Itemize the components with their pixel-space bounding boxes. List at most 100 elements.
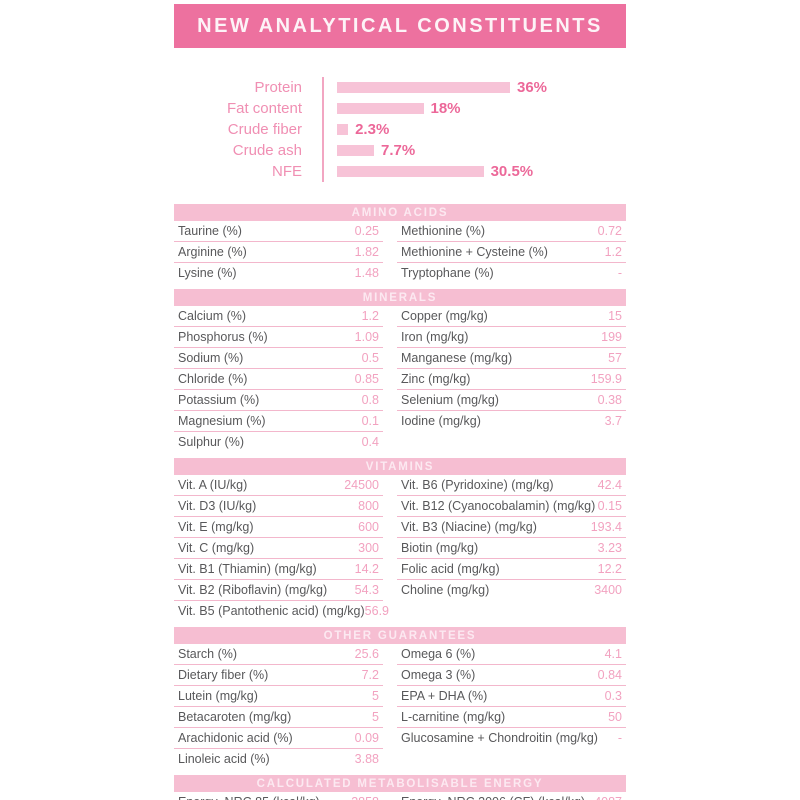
table-row: Lutein (mg/kg) 5 xyxy=(174,686,383,707)
chart-row: Protein 36% xyxy=(174,77,626,98)
table-row: Vit. E (mg/kg) 600 xyxy=(174,517,383,538)
row-label: Vit. B6 (Pyridoxine) (mg/kg) xyxy=(401,478,554,492)
row-label: Iron (mg/kg) xyxy=(401,330,469,344)
row-value: 25.6 xyxy=(354,647,379,661)
row-label: Methionine (%) xyxy=(401,224,486,238)
section-title: AMINO ACIDS xyxy=(351,206,449,219)
table-column-right: Energy_NRC 2006 (CF) (kcal/kg) 4087 xyxy=(397,792,626,800)
row-label: Calcium (%) xyxy=(178,309,247,323)
row-value: 800 xyxy=(358,499,379,513)
section-title: CALCULATED METABOLISABLE ENERGY xyxy=(256,777,544,790)
row-label: Omega 6 (%) xyxy=(401,647,476,661)
row-value: 0.85 xyxy=(354,372,379,386)
table-row: Iron (mg/kg) 199 xyxy=(397,327,626,348)
row-value: 4087 xyxy=(594,795,622,800)
table-column-left: Starch (%) 25.6 Dietary fiber (%) 7.2 Lutein… xyxy=(174,644,383,769)
chart-bar xyxy=(337,124,349,135)
section-columns: Energy_NRC 85 (kcal/kg) 3858 Energy_NRC 20… xyxy=(174,792,626,800)
row-label: Choline (mg/kg) xyxy=(401,583,490,597)
chart-value-label: 7.7% xyxy=(381,142,416,159)
section-header-band: OTHER GUARANTEES xyxy=(174,627,626,644)
chart-category-label: NFE xyxy=(272,163,302,180)
chart-bar-area: 7.7% xyxy=(322,140,415,161)
table-row: Biotin (mg/kg) 3.23 xyxy=(397,538,626,559)
chart-value-label: 2.3% xyxy=(355,121,390,138)
table-row: Energy_NRC 85 (kcal/kg) 3858 xyxy=(174,792,383,800)
chart-value-label: 36% xyxy=(517,79,548,96)
row-value: 0.09 xyxy=(354,731,379,745)
row-label: Taurine (%) xyxy=(178,224,242,238)
row-value: 0.84 xyxy=(597,668,622,682)
row-value: 1.2 xyxy=(361,309,379,323)
row-label: Linoleic acid (%) xyxy=(178,752,270,766)
table-row: Energy_NRC 2006 (CF) (kcal/kg) 4087 xyxy=(397,792,626,800)
row-label: Arachidonic acid (%) xyxy=(178,731,293,745)
table-row: Vit. C (mg/kg) 300 xyxy=(174,538,383,559)
chart-bar xyxy=(337,103,424,114)
table-row: Manganese (mg/kg) 57 xyxy=(397,348,626,369)
table-row: Glucosamine + Chondroitin (mg/kg) - xyxy=(397,728,626,748)
table-row: Iodine (mg/kg) 3.7 xyxy=(397,411,626,431)
table-row: Vit. D3 (IU/kg) 800 xyxy=(174,496,383,517)
table-row: Arginine (%) 1.82 xyxy=(174,242,383,263)
section-title: OTHER GUARANTEES xyxy=(323,629,477,642)
row-label: Vit. B1 (Thiamin) (mg/kg) xyxy=(178,562,317,576)
nutrition-tables: AMINO ACIDS Taurine (%) 0.25 Arginine (%) 1.… xyxy=(174,204,626,800)
row-value: 15 xyxy=(608,309,622,323)
chart-bar-area: 18% xyxy=(322,98,461,119)
section-header-band: CALCULATED METABOLISABLE ENERGY xyxy=(174,775,626,792)
row-value: 42.4 xyxy=(597,478,622,492)
row-value: 1.2 xyxy=(604,245,622,259)
table-row: EPA + DHA (%) 0.3 xyxy=(397,686,626,707)
row-label: EPA + DHA (%) xyxy=(401,689,488,703)
row-label: Lutein (mg/kg) xyxy=(178,689,258,703)
table-row: Lysine (%) 1.48 xyxy=(174,263,383,283)
table-row: Chloride (%) 0.85 xyxy=(174,369,383,390)
chart-row: Crude ash 7.7% xyxy=(174,140,626,161)
table-column-left: Vit. A (IU/kg) 24500 Vit. D3 (IU/kg) 800 Vit… xyxy=(174,475,389,621)
chart-value-label: 18% xyxy=(430,100,461,117)
row-value: 56.9 xyxy=(364,604,390,618)
row-label: Manganese (mg/kg) xyxy=(401,351,513,365)
table-row: Folic acid (mg/kg) 12.2 xyxy=(397,559,626,580)
table-row: Choline (mg/kg) 3400 xyxy=(397,580,626,600)
table-section: CALCULATED METABOLISABLE ENERGY Energy_NR… xyxy=(174,775,626,800)
row-label: Energy_NRC 85 (kcal/kg) xyxy=(178,795,320,800)
table-row: Sodium (%) 0.5 xyxy=(174,348,383,369)
table-row: Tryptophane (%) - xyxy=(397,263,626,283)
table-row: Starch (%) 25.6 xyxy=(174,644,383,665)
chart-bar xyxy=(337,145,374,156)
table-row: Vit. B2 (Riboflavin) (mg/kg) 54.3 xyxy=(174,580,383,601)
row-label: Dietary fiber (%) xyxy=(178,668,269,682)
row-label: Omega 3 (%) xyxy=(401,668,476,682)
table-row: Vit. B3 (Niacine) (mg/kg) 193.4 xyxy=(397,517,626,538)
chart-row: NFE 30.5% xyxy=(174,161,626,182)
row-value: 0.38 xyxy=(597,393,622,407)
row-value: 0.3 xyxy=(604,689,622,703)
table-row: Vit. B5 (Pantothenic acid) (mg/kg) 56.9 xyxy=(174,601,389,621)
table-section: AMINO ACIDS Taurine (%) 0.25 Arginine (%) 1.… xyxy=(174,204,626,283)
row-label: Biotin (mg/kg) xyxy=(401,541,479,555)
row-value: 50 xyxy=(608,710,622,724)
table-row: Zinc (mg/kg) 159.9 xyxy=(397,369,626,390)
row-value: 7.2 xyxy=(361,668,379,682)
table-row: Copper (mg/kg) 15 xyxy=(397,306,626,327)
row-label: Sulphur (%) xyxy=(178,435,244,449)
table-row: Vit. B1 (Thiamin) (mg/kg) 14.2 xyxy=(174,559,383,580)
table-row: L-carnitine (mg/kg) 50 xyxy=(397,707,626,728)
chart-bar-area: 36% xyxy=(322,77,547,98)
section-title: MINERALS xyxy=(362,291,438,304)
section-title: VITAMINS xyxy=(365,460,435,473)
table-row: Calcium (%) 1.2 xyxy=(174,306,383,327)
row-label: Folic acid (mg/kg) xyxy=(401,562,500,576)
row-label: Vit. A (IU/kg) xyxy=(178,478,248,492)
row-label: Arginine (%) xyxy=(178,245,247,259)
table-row: Betacaroten (mg/kg) 5 xyxy=(174,707,383,728)
row-label: Zinc (mg/kg) xyxy=(401,372,471,386)
row-value: 600 xyxy=(358,520,379,534)
section-header-band: VITAMINS xyxy=(174,458,626,475)
row-label: Betacaroten (mg/kg) xyxy=(178,710,292,724)
row-value: - xyxy=(617,731,622,745)
table-row: Arachidonic acid (%) 0.09 xyxy=(174,728,383,749)
section-columns: Vit. A (IU/kg) 24500 Vit. D3 (IU/kg) 800 Vit… xyxy=(174,475,626,621)
